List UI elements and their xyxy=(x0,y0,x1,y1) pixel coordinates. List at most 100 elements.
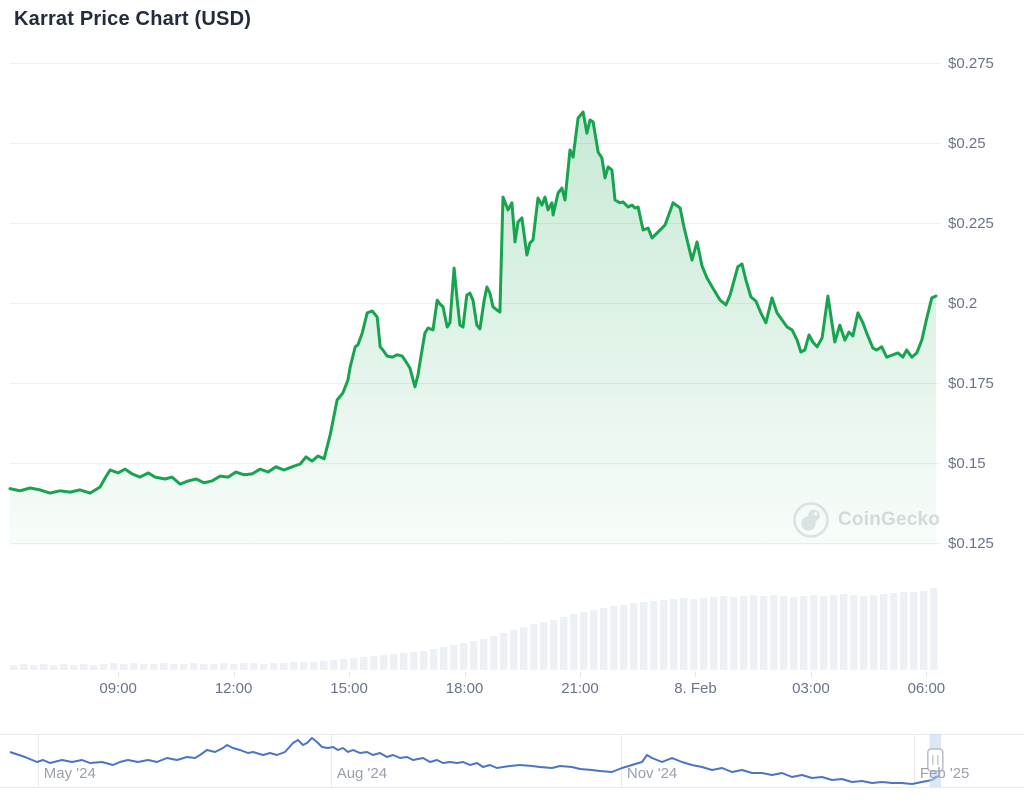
volume-bar xyxy=(500,633,508,670)
volume-bar xyxy=(90,665,98,670)
volume-bar xyxy=(130,663,138,670)
volume-bar xyxy=(760,596,768,670)
volume-bar xyxy=(610,606,618,670)
volume-bar xyxy=(640,602,648,670)
volume-bar xyxy=(900,592,908,670)
volume-bar xyxy=(770,595,778,670)
volume-bar xyxy=(510,630,518,670)
volume-bar xyxy=(310,662,318,670)
volume-bar xyxy=(170,664,178,670)
navigator-layer[interactable] xyxy=(0,734,1024,788)
volume-bar xyxy=(390,654,398,670)
volume-bar xyxy=(240,663,248,670)
volume-bar xyxy=(480,639,488,670)
volume-bar xyxy=(540,622,548,670)
volume-bar xyxy=(580,612,588,670)
price-series-layer[interactable] xyxy=(8,110,938,545)
volume-bar xyxy=(670,599,678,670)
volume-bar xyxy=(70,665,78,670)
volume-bar xyxy=(190,663,198,670)
volume-bar xyxy=(150,664,158,670)
volume-bar xyxy=(120,664,128,670)
price-line[interactable] xyxy=(8,110,938,495)
volume-bar xyxy=(430,649,438,670)
volume-bar xyxy=(690,599,698,670)
volume-bar xyxy=(140,664,148,670)
volume-bar xyxy=(230,664,238,670)
volume-bar xyxy=(280,663,288,670)
volume-bar xyxy=(40,664,48,670)
volume-bar xyxy=(740,596,748,670)
volume-bar xyxy=(80,664,88,670)
volume-bar xyxy=(210,664,218,670)
navigator-handle-icon[interactable] xyxy=(927,748,944,772)
volume-bar xyxy=(890,593,898,670)
volume-bar xyxy=(780,596,788,670)
volume-bar xyxy=(800,596,808,670)
volume-bar xyxy=(360,657,368,670)
volume-bar xyxy=(370,656,378,670)
volume-bar xyxy=(50,665,58,670)
volume-bar xyxy=(250,663,258,670)
volume-bar xyxy=(380,655,388,670)
volume-bar xyxy=(600,608,608,670)
volume-bar xyxy=(630,603,638,670)
volume-bar xyxy=(850,595,858,670)
volume-bar xyxy=(450,645,458,670)
volume-bar xyxy=(750,595,758,670)
volume-bars-layer xyxy=(10,588,938,670)
volume-bar xyxy=(270,663,278,670)
volume-bar xyxy=(20,664,28,670)
volume-bar xyxy=(870,595,878,670)
volume-bar xyxy=(790,597,798,670)
volume-bar xyxy=(220,663,228,670)
navigator-sparkline[interactable] xyxy=(9,737,939,785)
volume-bar xyxy=(570,614,578,670)
volume-bar xyxy=(160,663,168,670)
volume-bar xyxy=(420,651,428,670)
volume-bar xyxy=(830,595,838,670)
volume-bar xyxy=(920,591,928,670)
volume-bar xyxy=(320,661,328,670)
volume-bar xyxy=(930,588,938,670)
volume-bar xyxy=(340,659,348,670)
volume-bar xyxy=(650,601,658,670)
volume-bar xyxy=(820,596,828,670)
volume-bar xyxy=(560,617,568,670)
volume-bar xyxy=(440,647,448,670)
volume-bar xyxy=(720,596,728,670)
volume-bar xyxy=(730,597,738,670)
volume-bar xyxy=(110,663,118,670)
volume-bar xyxy=(680,598,688,670)
volume-bar xyxy=(710,597,718,670)
volume-bar xyxy=(410,652,418,670)
volume-bar xyxy=(810,595,818,670)
volume-bar xyxy=(530,624,538,670)
volume-bar xyxy=(350,658,358,670)
volume-bar xyxy=(840,594,848,670)
volume-bar xyxy=(550,620,558,670)
volume-bar xyxy=(520,627,528,670)
volume-bar xyxy=(590,610,598,670)
volume-bar xyxy=(700,598,708,670)
volume-bar xyxy=(880,594,888,670)
volume-bar xyxy=(200,664,208,670)
volume-bar xyxy=(860,596,868,670)
chart-title: Karrat Price Chart (USD) xyxy=(14,8,252,30)
volume-bar xyxy=(620,605,628,670)
volume-bar xyxy=(910,592,918,670)
volume-bar xyxy=(30,665,38,670)
volume-bar xyxy=(180,664,188,670)
volume-bar xyxy=(300,662,308,670)
volume-bar xyxy=(400,653,408,670)
volume-bar xyxy=(660,600,668,670)
volume-bar xyxy=(490,636,498,670)
volume-bar xyxy=(60,664,68,670)
price-area-fill xyxy=(10,112,936,545)
volume-bar xyxy=(100,664,108,670)
volume-bar xyxy=(330,660,338,670)
volume-bar xyxy=(470,641,478,670)
volume-bar xyxy=(460,643,468,670)
